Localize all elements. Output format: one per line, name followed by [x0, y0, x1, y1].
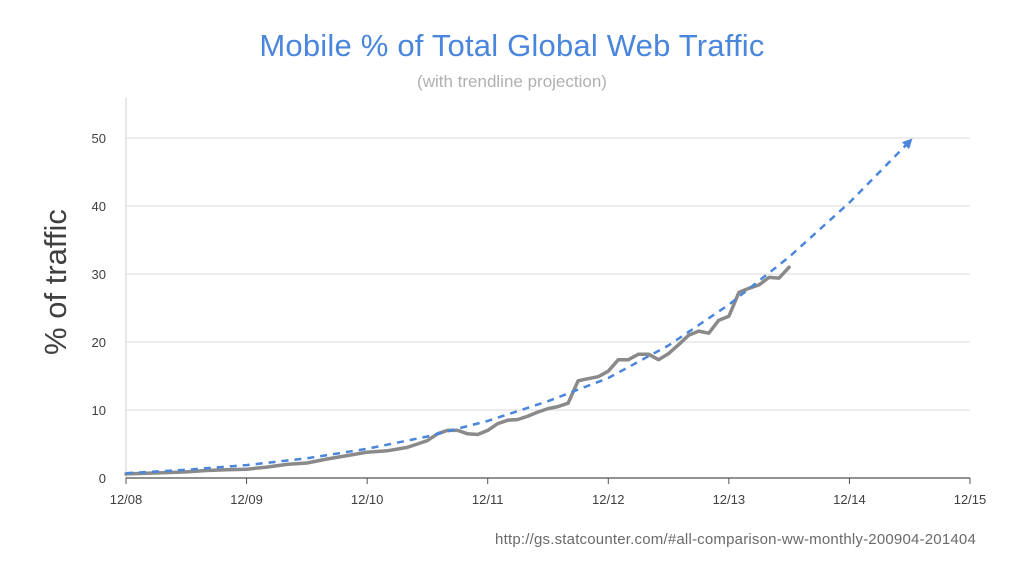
x-tick-label: 12/13 — [713, 492, 746, 507]
source-url: http://gs.statcounter.com/#all-compariso… — [495, 531, 976, 548]
y-tick-label: 20 — [92, 335, 106, 350]
x-tick-label: 12/09 — [230, 492, 263, 507]
y-tick-label: 40 — [92, 199, 106, 214]
x-tick-label: 12/11 — [472, 492, 504, 507]
y-tick-label: 10 — [92, 403, 106, 418]
x-tick-label: 12/14 — [833, 492, 866, 507]
x-tick-label: 12/12 — [592, 492, 625, 507]
x-tick-label: 12/10 — [351, 492, 384, 507]
y-tick-label: 0 — [99, 471, 106, 486]
x-tick-label: 12/08 — [110, 492, 143, 507]
actual-traffic-line — [124, 265, 791, 476]
trendline-projection — [125, 138, 913, 475]
x-tick-label: 12/15 — [954, 492, 987, 507]
chart-title: Mobile % of Total Global Web Traffic — [259, 28, 765, 63]
chart-subtitle: (with trendline projection) — [417, 72, 607, 91]
y-tick-label: 30 — [92, 267, 106, 282]
y-tick-label: 50 — [92, 131, 106, 146]
